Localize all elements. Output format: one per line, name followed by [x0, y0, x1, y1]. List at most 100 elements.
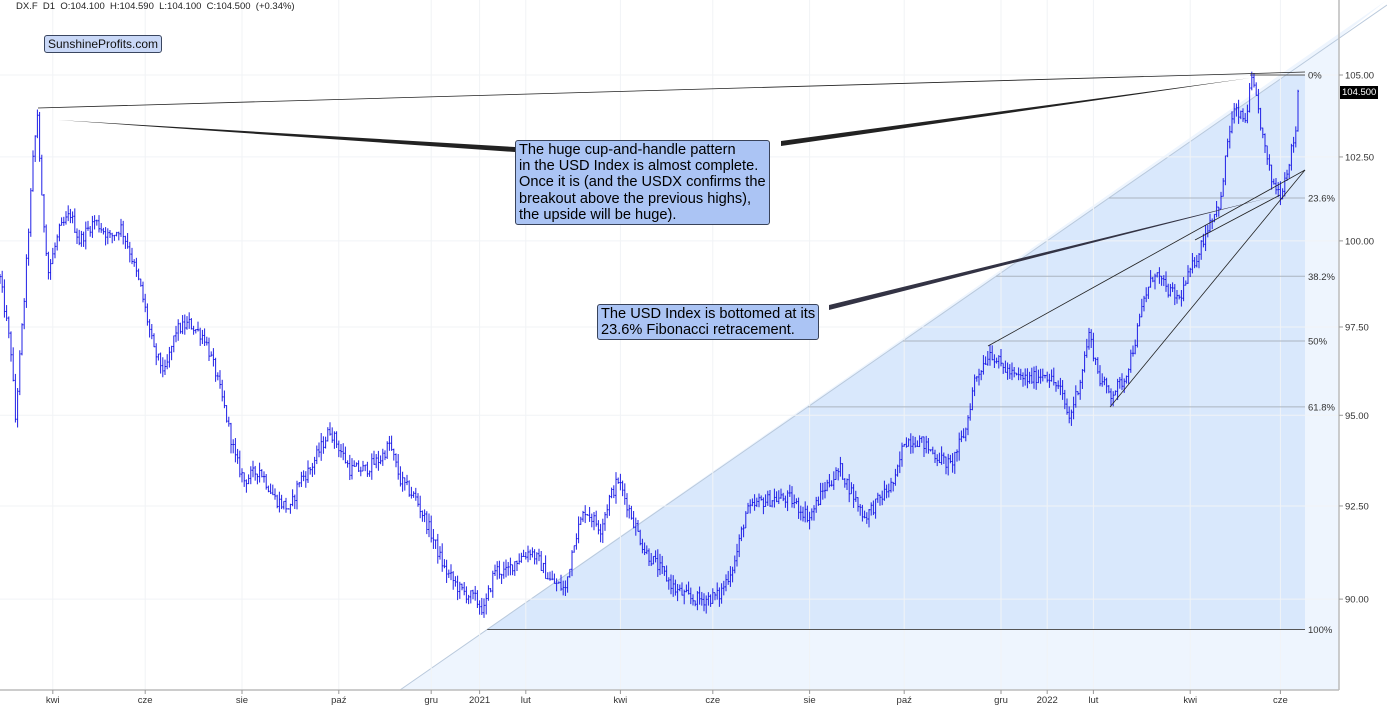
ohlc-bar [967, 415, 969, 436]
ohlc-bar [1222, 178, 1225, 197]
ohlc-bar [1290, 143, 1293, 171]
ohlc-bar [254, 465, 257, 481]
ohlc-bar [1013, 367, 1016, 378]
ohlc-bar [1266, 145, 1269, 165]
ohlc-bar [315, 445, 318, 465]
ohlc-bar [775, 491, 778, 503]
ohlc-bar [331, 427, 334, 443]
ohlc-bar [377, 450, 380, 471]
ohlc-bar [1235, 103, 1238, 117]
ohlc-bar [1268, 154, 1271, 171]
ohlc-bar [617, 477, 620, 484]
ohlc-bar [1288, 163, 1291, 179]
ohlc-bar [1248, 83, 1251, 113]
price-axis[interactable]: 105.00 102.50 100.00 97.50 95.00 92.50 90.00 [1339, 71, 1374, 606]
ohlc-bar [298, 482, 301, 488]
ohlc-bar [348, 454, 351, 481]
ohlc-bar [1004, 360, 1007, 373]
ohlc-bar [1048, 373, 1051, 388]
ohlc-bar [302, 470, 305, 482]
ohlc-bar [936, 454, 939, 467]
ohlc-bar [711, 588, 714, 604]
ohlc-bar [0, 274, 1, 284]
ohlc-bar [694, 600, 697, 607]
ohlc-bar [931, 446, 934, 455]
symbol: DX.F [16, 1, 38, 12]
ohlc-bar [615, 472, 617, 504]
ohlc-bar [566, 576, 569, 593]
ohlc-bar [194, 328, 197, 334]
ohlc-bar [527, 545, 529, 563]
ohlc-bar [573, 545, 576, 553]
ohlc-bar [1259, 107, 1262, 131]
ohlc-bar [1123, 378, 1126, 393]
ohlc-bar [824, 482, 826, 499]
ohlc-bar [120, 218, 122, 237]
cup-handle-annotation[interactable]: The huge cup-and-handle pattern in the U… [515, 140, 770, 226]
ohlc-bar [758, 493, 760, 508]
ohlc-bar [124, 235, 127, 249]
ohlc-bar [1114, 390, 1117, 396]
channel-lower-line [1109, 169, 1306, 408]
ohlc-bar [168, 346, 171, 368]
ohlc-bar [782, 492, 785, 502]
callout-pointer-left [58, 120, 515, 152]
ohlc-bar [51, 247, 54, 265]
ohlc-bar [1167, 283, 1170, 298]
ohlc-bar [1094, 357, 1097, 365]
ohlc-bar [641, 538, 644, 554]
fib-level-label: 38.2% [1308, 272, 1335, 283]
ohlc-bar [780, 488, 782, 499]
ohlc-bar [344, 446, 347, 464]
ohlc-bar [551, 570, 554, 581]
annotation-line: 23.6% Fibonacci retracement. [601, 322, 795, 339]
ohlc-bar [1002, 362, 1005, 374]
ohlc-bar [513, 561, 516, 576]
last-price-label: 104.500 [1340, 86, 1379, 99]
ohlc-bar [1165, 271, 1167, 292]
ohlc-bar [1202, 233, 1205, 248]
ohlc-bar [612, 485, 615, 499]
ohlc-bar [892, 481, 895, 492]
ohlc-bar [428, 513, 430, 538]
interval: D1 [42, 1, 56, 12]
ohlc-bar [1063, 389, 1066, 410]
ohlc-bar [749, 499, 752, 514]
ohlc-bar [122, 220, 125, 245]
ohlc-bar [1125, 375, 1128, 384]
ohlc-bar [1033, 366, 1035, 389]
ohlc-bar [832, 471, 835, 490]
ohlc-bar [802, 506, 804, 522]
ohlc-bar [441, 543, 444, 572]
ohlc-bar [7, 316, 10, 339]
ohlc-bar [16, 388, 19, 428]
ohlc-bar [263, 471, 265, 483]
ohlc-bar [335, 431, 338, 449]
ohlc-bar [485, 593, 488, 615]
ohlc-bar [560, 574, 562, 591]
ohlc-bar [1132, 345, 1134, 357]
ohlc-bar [590, 513, 593, 528]
fib-bottom-annotation[interactable]: The USD Index is bottomed at its 23.6% F… [597, 304, 820, 341]
ohlc-bar [373, 450, 375, 465]
ohlc-bar [533, 549, 536, 565]
ohlc-bar [364, 464, 367, 472]
ohlc-bar [769, 489, 771, 507]
ohlc-bar [238, 450, 241, 478]
ohlc-bar [540, 550, 543, 571]
ohlc-bar [753, 494, 756, 511]
ohlc-bar [113, 234, 116, 241]
ohlc-bar [256, 473, 259, 485]
time-axis[interactable]: kwi cze sie paź gru 2021 lut kwi cze sie paź gru 202… [46, 690, 1288, 706]
ohlc-bar [524, 551, 527, 560]
x-tick-label: sie [236, 695, 248, 706]
ohlc-bar [1072, 396, 1075, 420]
ohlc-bar [1158, 267, 1161, 284]
ohlc-bar [478, 600, 481, 615]
ohlc-bar [872, 500, 875, 516]
ohlc-bar [529, 549, 532, 561]
ohlc-bar [606, 504, 609, 519]
ohlc-bar [412, 491, 415, 498]
ohlc-bar [788, 484, 791, 497]
